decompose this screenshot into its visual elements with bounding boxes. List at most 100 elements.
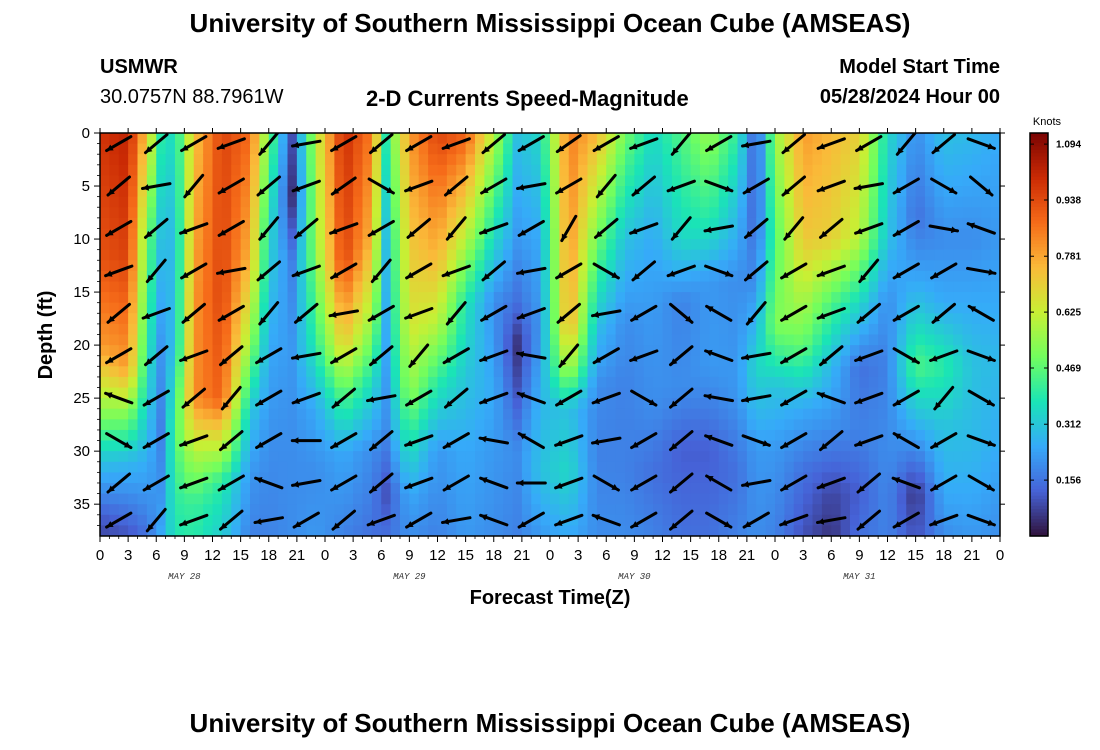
heatmap-cell <box>559 186 570 198</box>
heatmap-cell <box>156 302 167 314</box>
current-arrow <box>631 260 656 282</box>
heatmap-cell <box>296 196 307 208</box>
heatmap-cell <box>437 196 448 208</box>
heatmap-cell <box>859 207 870 219</box>
heatmap-cell <box>521 461 532 473</box>
current-arrow <box>704 434 734 447</box>
heatmap-cell <box>859 334 870 346</box>
current-arrow <box>258 301 280 326</box>
heatmap-cell <box>925 323 935 336</box>
heatmap-cell <box>821 408 832 420</box>
heatmap-cell <box>934 207 945 219</box>
heatmap-cell <box>943 482 954 495</box>
current-arrow <box>366 394 397 403</box>
heatmap-cell <box>643 419 654 431</box>
heatmap-cell <box>653 154 664 166</box>
heatmap-cell <box>287 451 298 463</box>
heatmap-cell <box>306 451 317 463</box>
heatmap-cell <box>493 345 504 357</box>
heatmap-cell <box>653 366 664 378</box>
current-arrow <box>856 509 881 531</box>
heatmap-cell <box>409 376 420 389</box>
heatmap-cell <box>840 186 851 198</box>
heatmap-cell <box>868 228 879 240</box>
heatmap-cell <box>981 154 992 166</box>
heatmap-cell <box>437 482 448 495</box>
heatmap-cell <box>634 429 645 442</box>
heatmap-cell <box>409 133 420 145</box>
colorbar-segment <box>1030 139 1048 144</box>
heatmap-cell <box>765 398 776 410</box>
heatmap-cell <box>746 207 757 219</box>
current-arrow <box>816 516 847 525</box>
heatmap-cell <box>850 239 860 251</box>
heatmap-cell <box>512 345 523 357</box>
heatmap-cell <box>465 408 476 420</box>
current-arrow <box>330 176 357 196</box>
heatmap-cell <box>896 217 907 230</box>
heatmap-cell <box>615 292 626 304</box>
heatmap-cell <box>512 514 523 526</box>
current-arrow <box>741 479 772 488</box>
heatmap-cell <box>540 323 551 336</box>
heatmap-cell <box>156 249 167 261</box>
heatmap-cell <box>568 376 579 389</box>
heatmap-cell <box>371 472 382 484</box>
heatmap-cell <box>259 249 270 261</box>
heatmap-cell <box>390 186 401 198</box>
heatmap-cell <box>803 270 814 283</box>
heatmap-cell <box>512 249 523 261</box>
heatmap-cell <box>690 313 701 325</box>
heatmap-cell <box>784 292 795 304</box>
heatmap-cell <box>175 196 185 208</box>
heatmap-cell <box>887 196 898 208</box>
heatmap-cell <box>962 493 973 505</box>
heatmap-cell <box>137 451 148 463</box>
heatmap-cell <box>446 376 457 389</box>
heatmap-cell <box>137 323 148 336</box>
colorbar-segment <box>1030 240 1048 245</box>
heatmap-cell <box>831 143 842 155</box>
heatmap-cell <box>118 281 129 293</box>
heatmap-cell <box>653 334 664 346</box>
current-arrow <box>669 472 694 494</box>
heatmap-cell <box>381 164 392 177</box>
heatmap-cell <box>596 461 607 473</box>
heatmap-cell <box>203 164 214 177</box>
current-arrow <box>630 304 658 322</box>
heatmap-cell <box>634 133 645 145</box>
heatmap-cell <box>568 175 579 187</box>
heatmap-cell <box>990 281 1000 293</box>
colorbar-frame <box>1029 132 1049 537</box>
heatmap-cell <box>362 355 373 367</box>
heatmap-cell <box>915 302 926 314</box>
heatmap-cell <box>343 525 354 536</box>
heatmap-cell <box>850 323 860 336</box>
heatmap-cell <box>737 217 748 230</box>
heatmap-cell <box>203 260 214 272</box>
heatmap-cell <box>540 292 551 304</box>
heatmap-cell <box>812 461 823 473</box>
heatmap-cell <box>484 260 495 272</box>
heatmap-cell <box>409 217 420 230</box>
heatmap-cell <box>793 472 804 484</box>
heatmap-cell <box>756 366 767 378</box>
current-arrow <box>369 133 394 155</box>
heatmap-cell <box>878 504 889 516</box>
heatmap-cell <box>690 376 701 389</box>
heatmap-cell <box>737 270 748 283</box>
heatmap-cell <box>587 504 598 516</box>
current-arrow <box>741 434 771 447</box>
heatmap-cell <box>315 302 326 314</box>
heatmap-cell <box>737 175 748 187</box>
heatmap-cell <box>446 260 457 272</box>
heatmap-cell <box>400 429 410 442</box>
heatmap-cell <box>718 429 729 442</box>
heatmap-cell <box>606 440 617 452</box>
heatmap-cell <box>128 440 139 452</box>
heatmap-cell <box>418 228 429 240</box>
heatmap-cell <box>587 387 598 399</box>
heatmap-cell <box>943 313 954 325</box>
heatmap-cell <box>653 164 664 177</box>
heatmap-cell <box>615 175 626 187</box>
